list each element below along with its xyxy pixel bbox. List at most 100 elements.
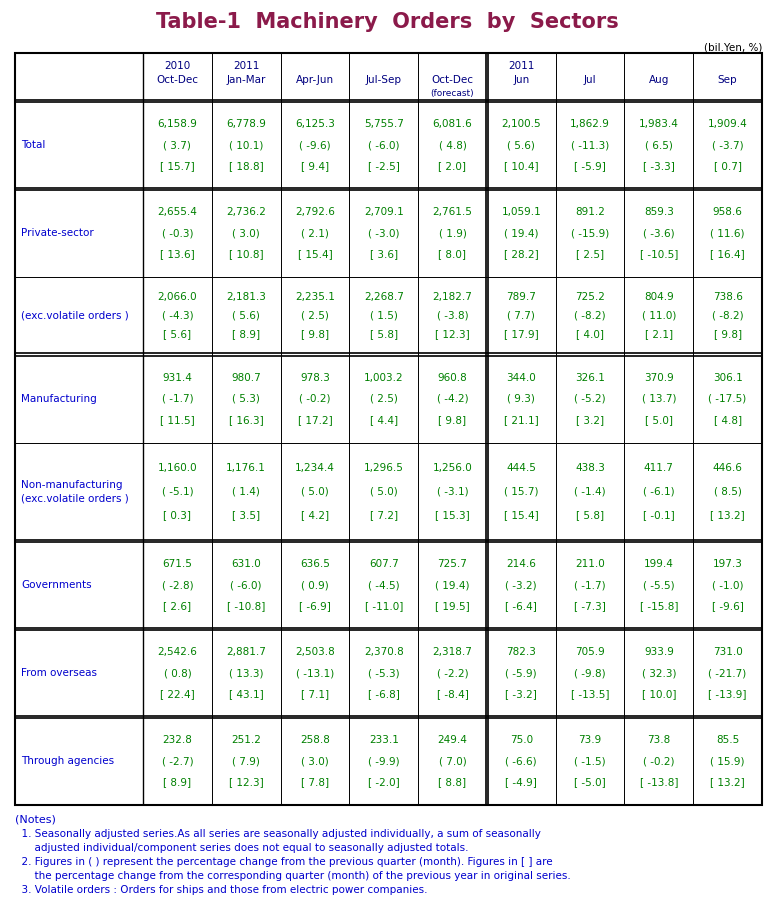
Text: [ -11.0]: [ -11.0] [364, 601, 403, 611]
Text: ( -3.6): ( -3.6) [643, 228, 675, 238]
Text: 789.7: 789.7 [506, 292, 536, 302]
Text: [ -5.9]: [ -5.9] [574, 161, 606, 171]
Text: [ 9.8]: [ 9.8] [301, 329, 329, 339]
Text: 370.9: 370.9 [644, 373, 673, 383]
Text: 804.9: 804.9 [644, 292, 673, 302]
Text: 249.4: 249.4 [438, 735, 467, 745]
Text: [ -7.3]: [ -7.3] [574, 601, 606, 611]
Text: the percentage change from the corresponding quarter (month) of the previous yea: the percentage change from the correspon… [15, 871, 570, 881]
Text: [ 8.0]: [ 8.0] [439, 249, 467, 259]
Text: Non-manufacturing: Non-manufacturing [21, 480, 122, 490]
Text: [ 13.6]: [ 13.6] [160, 249, 195, 259]
Text: 1,059.1: 1,059.1 [501, 207, 541, 217]
Text: ( 7.9): ( 7.9) [232, 756, 260, 766]
Text: 2,370.8: 2,370.8 [363, 647, 404, 657]
Text: ( 5.6): ( 5.6) [232, 311, 260, 321]
Text: [ 9.8]: [ 9.8] [439, 415, 467, 425]
Text: [ -6.9]: [ -6.9] [299, 601, 331, 611]
Text: [ -6.4]: [ -6.4] [505, 601, 537, 611]
Text: 2,736.2: 2,736.2 [226, 207, 266, 217]
Text: ( 13.7): ( 13.7) [642, 394, 676, 404]
Text: Through agencies: Through agencies [21, 756, 114, 766]
Text: [ 43.1]: [ 43.1] [229, 689, 264, 699]
Text: 1. Seasonally adjusted series.As all series are seasonally adjusted individually: 1. Seasonally adjusted series.As all ser… [15, 829, 541, 839]
Text: ( -5.5): ( -5.5) [643, 580, 675, 590]
Text: [ 12.3]: [ 12.3] [229, 777, 264, 787]
Text: [ 15.7]: [ 15.7] [160, 161, 195, 171]
Text: [ -2.5]: [ -2.5] [368, 161, 400, 171]
Text: ( -4.3): ( -4.3) [161, 311, 193, 321]
Text: 2,318.7: 2,318.7 [432, 647, 473, 657]
Text: 211.0: 211.0 [575, 559, 605, 569]
Text: ( -1.7): ( -1.7) [161, 394, 193, 404]
Text: From overseas: From overseas [21, 668, 97, 678]
Text: ( 3.0): ( 3.0) [232, 228, 260, 238]
Text: ( -9.8): ( -9.8) [574, 668, 606, 678]
Text: 2,182.7: 2,182.7 [432, 292, 473, 302]
Text: 671.5: 671.5 [163, 559, 192, 569]
Text: [ -15.8]: [ -15.8] [639, 601, 678, 611]
Text: 725.2: 725.2 [575, 292, 605, 302]
Text: 931.4: 931.4 [163, 373, 192, 383]
Text: [ 13.2]: [ 13.2] [710, 511, 745, 521]
Text: 251.2: 251.2 [231, 735, 261, 745]
Text: ( 15.9): ( 15.9) [711, 756, 745, 766]
Text: 197.3: 197.3 [713, 559, 742, 569]
Text: [ 3.2]: [ 3.2] [576, 415, 605, 425]
Text: ( 6.5): ( 6.5) [645, 140, 673, 150]
Text: [ 15.4]: [ 15.4] [298, 249, 332, 259]
Text: ( 32.3): ( 32.3) [642, 668, 676, 678]
Text: ( 1.9): ( 1.9) [439, 228, 467, 238]
Text: 411.7: 411.7 [644, 463, 673, 473]
Text: 1,862.9: 1,862.9 [570, 119, 610, 129]
Text: Oct-Dec: Oct-Dec [157, 75, 198, 85]
Text: [ 4.0]: [ 4.0] [576, 329, 604, 339]
Text: adjusted individual/component series does not equal to seasonally adjusted total: adjusted individual/component series doe… [15, 843, 469, 853]
Text: 2,542.6: 2,542.6 [157, 647, 198, 657]
Text: Aug: Aug [649, 75, 669, 85]
Text: ( -15.9): ( -15.9) [571, 228, 609, 238]
Text: ( -3.7): ( -3.7) [711, 140, 743, 150]
Text: [ 19.5]: [ 19.5] [435, 601, 470, 611]
Text: 6,125.3: 6,125.3 [295, 119, 335, 129]
Text: ( 5.6): ( 5.6) [508, 140, 536, 150]
Text: ( -9.9): ( -9.9) [368, 756, 400, 766]
Text: [ 7.1]: [ 7.1] [301, 689, 329, 699]
Text: [ 16.3]: [ 16.3] [229, 415, 264, 425]
Text: 980.7: 980.7 [231, 373, 261, 383]
Text: ( -0.3): ( -0.3) [162, 228, 193, 238]
Text: Jun: Jun [513, 75, 529, 85]
Text: Governments: Governments [21, 580, 91, 590]
Text: [ 9.4]: [ 9.4] [301, 161, 329, 171]
Text: 2011: 2011 [233, 62, 260, 72]
Text: (Notes): (Notes) [15, 815, 56, 825]
Text: ( -5.3): ( -5.3) [368, 668, 400, 678]
Text: [ -9.6]: [ -9.6] [711, 601, 743, 611]
Text: ( 9.3): ( 9.3) [508, 394, 536, 404]
Text: [ -8.4]: [ -8.4] [436, 689, 468, 699]
Text: ( -3.1): ( -3.1) [436, 487, 468, 497]
Text: [ 4.4]: [ 4.4] [370, 415, 398, 425]
Text: ( 11.6): ( 11.6) [711, 228, 745, 238]
Text: [ -10.5]: [ -10.5] [639, 249, 678, 259]
Text: ( -8.2): ( -8.2) [711, 311, 743, 321]
Text: 631.0: 631.0 [231, 559, 261, 569]
Bar [15, 53, 762, 805]
Text: [ 18.8]: [ 18.8] [229, 161, 264, 171]
Text: ( -11.3): ( -11.3) [571, 140, 609, 150]
Text: 1,983.4: 1,983.4 [639, 119, 679, 129]
Text: 75.0: 75.0 [510, 735, 533, 745]
Text: [ 2.5]: [ 2.5] [576, 249, 605, 259]
Text: [ 8.9]: [ 8.9] [164, 777, 191, 787]
Text: [ -3.2]: [ -3.2] [505, 689, 537, 699]
Text: [ 5.6]: [ 5.6] [164, 329, 191, 339]
Text: (exc.volatile orders ): (exc.volatile orders ) [21, 311, 129, 321]
Text: ( -5.1): ( -5.1) [161, 487, 193, 497]
Text: ( -6.0): ( -6.0) [368, 140, 399, 150]
Text: ( -1.4): ( -1.4) [574, 487, 606, 497]
Text: [ 0.3]: [ 0.3] [164, 511, 191, 521]
Text: ( 11.0): ( 11.0) [642, 311, 676, 321]
Text: 782.3: 782.3 [506, 647, 536, 657]
Text: ( 19.4): ( 19.4) [504, 228, 539, 238]
Text: (bil.Yen, %): (bil.Yen, %) [704, 42, 762, 52]
